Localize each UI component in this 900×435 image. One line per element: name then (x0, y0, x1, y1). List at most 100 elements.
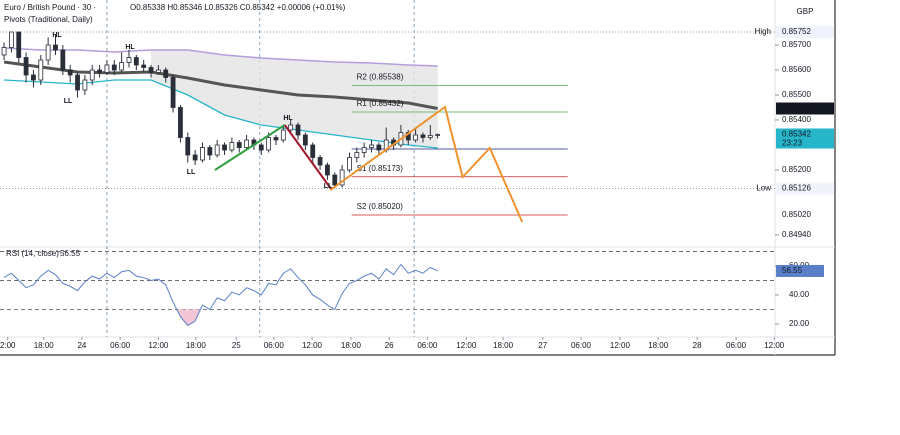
trend-drawing (214, 124, 286, 171)
candle-body (60, 49, 66, 71)
candle-body (317, 157, 323, 166)
candle-body (229, 142, 235, 151)
candle-body (148, 67, 154, 73)
rsi-box-label: 56.55 (782, 266, 803, 275)
candle-body (369, 144, 374, 148)
candle-body (1, 47, 7, 56)
candle-body (295, 124, 301, 136)
x-tick-label: 06:00 (726, 341, 747, 350)
candle-body (244, 139, 249, 148)
candle-body (192, 154, 198, 161)
x-tick-label: 06:00 (417, 341, 438, 350)
candle-body (8, 31, 14, 48)
swing-label: HL (52, 32, 62, 39)
candle-body (302, 134, 308, 146)
quote: O0.85338 H0.85346 L0.85326 C0.85342 +0.0… (130, 3, 346, 12)
x-tick-label: 06:00 (571, 341, 592, 350)
candle-body (67, 69, 73, 76)
candle-body (23, 57, 29, 76)
candle-body (155, 69, 161, 73)
candle-body (354, 152, 360, 158)
price-marker-label: 0.85752 (782, 27, 811, 36)
x-tick-label: 12:00 (302, 341, 323, 350)
rsi-tick-label: 20.00 (789, 319, 810, 328)
price-marker-label: 0.85446 (782, 104, 811, 113)
x-tick-label: 12:00 (764, 341, 785, 350)
x-tick-label: 06:00 (110, 341, 131, 350)
candle-body (104, 64, 110, 73)
swing-label: LL (64, 98, 73, 105)
candle-body (185, 137, 191, 156)
candle-body (427, 135, 433, 138)
moving-average (3, 60, 438, 110)
candle-body (82, 79, 88, 91)
symbol: Euro / British Pound · 30 · (4, 3, 96, 12)
price-box (776, 26, 834, 38)
candle-body (420, 134, 426, 138)
candle-body (53, 44, 58, 51)
candle-body (38, 59, 44, 81)
candle-body (31, 74, 36, 81)
candle-body (347, 157, 352, 171)
price-marker-label: 0.85342 (782, 130, 811, 139)
candle-body (89, 69, 95, 81)
candle-body (280, 129, 286, 141)
candle-body (332, 174, 338, 186)
y-tick-label: 0.85600 (782, 65, 811, 74)
candle-body (310, 144, 316, 158)
moving-average (4, 47, 438, 67)
swing-label: HL (283, 115, 293, 122)
y-tick-label: 0.85500 (782, 90, 811, 99)
price-marker-label: 0.85020 (782, 210, 811, 219)
candle-body (126, 57, 132, 63)
x-tick-label: 26 (385, 341, 394, 350)
pivot-label: S1 (0.85173) (357, 164, 404, 173)
x-tick-label: 18:00 (186, 341, 207, 350)
x-tick-label: 2:00 (0, 341, 16, 350)
indicator: Pivots (Traditional, Daily) (4, 15, 93, 24)
swing-label: LL (187, 169, 196, 176)
candle-body (200, 147, 205, 161)
candle-body (141, 64, 147, 68)
x-tick-label: 18:00 (341, 341, 362, 350)
candle-body (163, 69, 169, 78)
rsi-line (3, 263, 438, 327)
candle-body (273, 137, 279, 141)
y-tick-label: 0.85200 (782, 165, 811, 174)
swing-label: HL (125, 44, 135, 51)
candle-body (45, 44, 51, 61)
candle-body (222, 144, 227, 151)
x-tick-label: 18:00 (34, 341, 55, 350)
candle-body (178, 107, 183, 138)
candle-body (339, 169, 345, 186)
price-marker-label: 0.85126 (782, 184, 811, 193)
x-tick-label: 06:00 (264, 341, 285, 350)
candle-body (16, 31, 22, 58)
candle-body (266, 137, 272, 151)
x-tick-label: 12:00 (148, 341, 169, 350)
x-tick-label: 18:00 (493, 341, 514, 350)
price-tag: Low (756, 184, 771, 193)
x-tick-label: 12:00 (456, 341, 477, 350)
swing-label: LL (324, 183, 333, 190)
candle-body (435, 134, 441, 136)
currency: GBP (797, 7, 814, 16)
x-tick-label: 12:00 (610, 341, 631, 350)
rsi-title: RSI (14, close) (6, 249, 59, 258)
candle-body (207, 147, 213, 156)
rsi-box (776, 264, 824, 277)
rsi-tick-label: 40.00 (789, 290, 810, 299)
candle-body (133, 57, 139, 66)
candle-body (111, 64, 117, 71)
y-tick-label: 0.84940 (782, 230, 811, 239)
price-box (776, 102, 834, 115)
candle-body (413, 134, 419, 141)
x-tick-label: 24 (77, 341, 86, 350)
candle-body (119, 62, 125, 71)
candle-body (236, 142, 242, 148)
candle-body (325, 164, 330, 176)
pivot-label: R1 (0.85432) (357, 99, 404, 108)
candle-body (170, 77, 176, 108)
trend-drawing (329, 105, 524, 223)
